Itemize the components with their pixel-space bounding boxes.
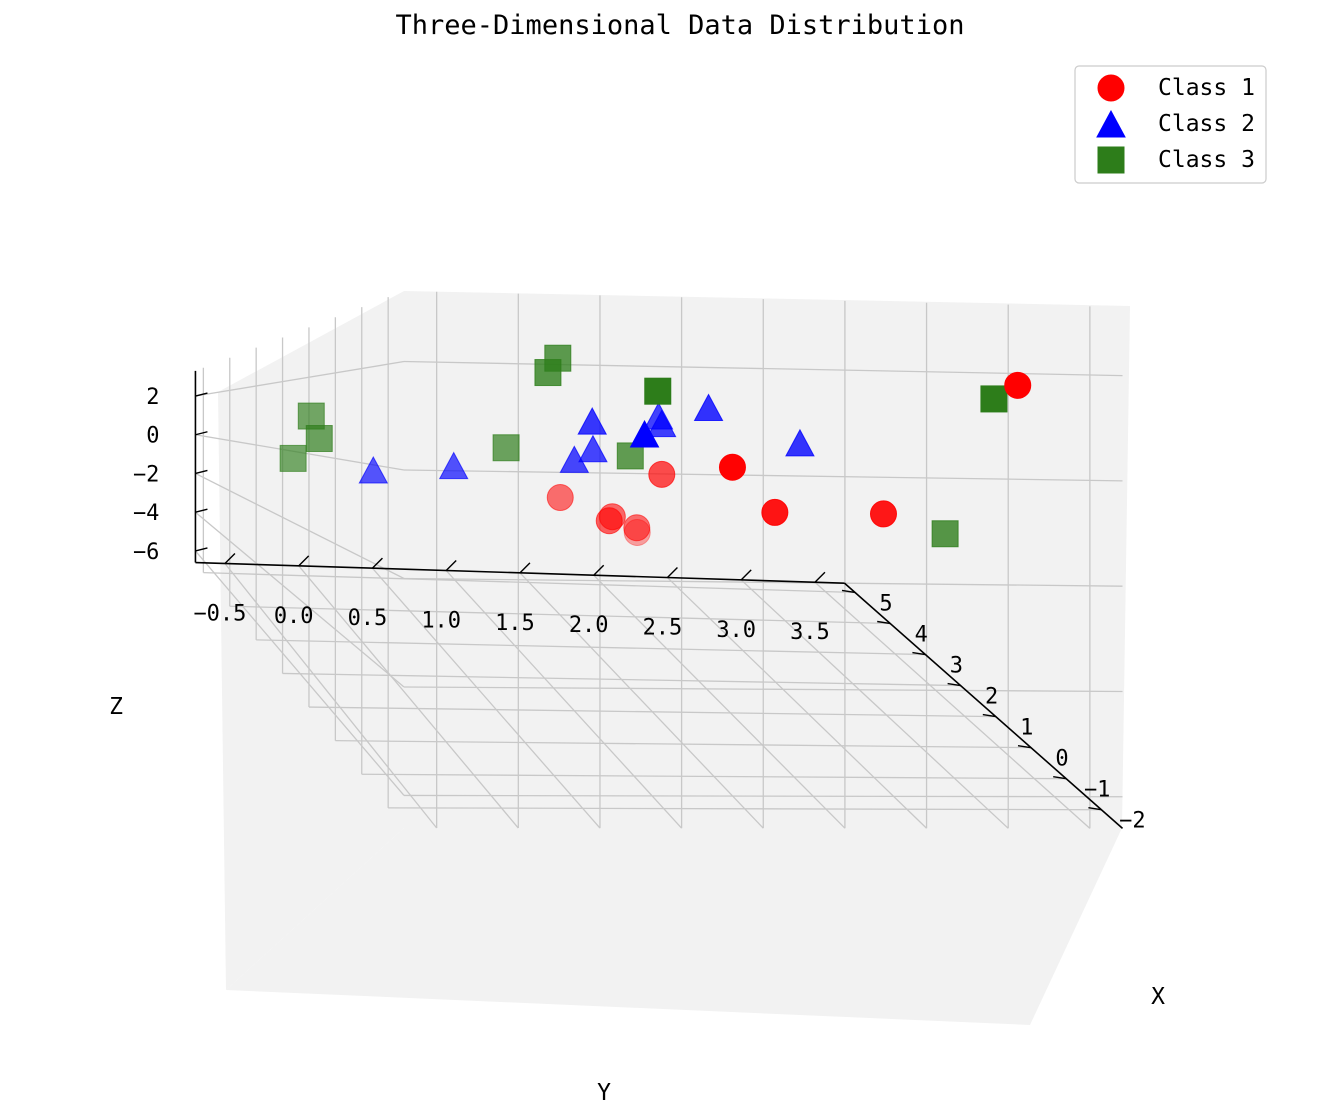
z-tick-label: −6 — [133, 540, 160, 565]
data-point-circle — [761, 498, 789, 526]
grid-line-floor-x — [335, 739, 1032, 749]
grid-line-floor-x — [361, 773, 1067, 780]
y-tick-mark — [814, 571, 826, 583]
y-tick-label: 1.0 — [421, 609, 461, 634]
legend-label: Class 1 — [1158, 75, 1255, 101]
z-tick-mark — [195, 392, 208, 397]
data-point-square — [644, 377, 672, 405]
y-tick-mark — [298, 555, 310, 567]
data-point-triangle — [629, 419, 660, 448]
legend-marker-triangle — [1096, 109, 1126, 138]
x-tick-mark — [912, 651, 926, 656]
data-point-triangle — [646, 409, 677, 438]
z-tick-label: 2 — [146, 385, 159, 410]
y-tick-label: 0.5 — [348, 606, 388, 631]
y-tick-mark — [519, 562, 531, 574]
data-point-triangle — [693, 393, 724, 422]
x-tick-label: 1 — [1020, 716, 1033, 741]
z-tick-label: −2 — [133, 462, 160, 487]
x-axis-line — [843, 582, 1124, 829]
grid-lines — [194, 291, 1123, 829]
data-point-circle — [546, 484, 574, 512]
grid-line-floor-x — [229, 605, 891, 625]
y-tick-label: 3.5 — [790, 620, 830, 645]
grid-line-back-z — [403, 360, 1123, 377]
y-axis-label: Y — [597, 1080, 611, 1106]
y-tick-mark — [224, 553, 236, 564]
x-axis-label: X — [1151, 984, 1165, 1010]
x-tick-label: 0 — [1055, 747, 1068, 772]
y-tick-mark — [445, 560, 457, 572]
data-point-square — [492, 434, 520, 462]
y-tick-mark — [593, 564, 605, 576]
y-tick-label: 2.0 — [569, 613, 609, 638]
data-point-circle — [595, 507, 623, 535]
data-point-square — [297, 402, 325, 430]
z-tick-mark — [195, 508, 208, 513]
grid-line-floor-x — [388, 807, 1102, 811]
x-tick-mark — [1017, 744, 1032, 749]
y-tick-mark — [371, 557, 383, 569]
x-tick-label: 5 — [879, 591, 892, 616]
data-point-square — [931, 520, 959, 548]
z-tick-label: 0 — [146, 424, 159, 449]
x-tick-mark — [947, 682, 961, 687]
x-tick-mark — [1088, 807, 1102, 811]
data-point-square — [305, 425, 333, 453]
x-tick-label: 3 — [950, 654, 963, 679]
y-tick-label: −0.5 — [193, 601, 246, 626]
z-tick-label: −4 — [133, 501, 160, 526]
y-tick-mark — [666, 567, 678, 579]
chart-title: Three-Dimensional Data Distribution — [396, 10, 965, 41]
data-point-circle — [623, 514, 651, 542]
y-tick-label: 3.0 — [716, 618, 756, 643]
tick-labels: 2 0 −2 −4 −6 −0.5 0.0 0.5 1.0 1.5 2.0 2.5 3.0 3.5 −2 −1… — [133, 385, 1146, 834]
data-point-circle — [648, 460, 676, 488]
z-tick-mark — [195, 547, 208, 552]
x-tick-label: 2 — [985, 685, 998, 710]
data-point-triangle — [438, 451, 469, 480]
data-point-triangle — [578, 434, 608, 463]
grid-line-floor-x — [282, 672, 961, 687]
data-point-circle — [869, 500, 897, 528]
data-point-triangle — [785, 428, 815, 457]
data-point-circle — [1004, 371, 1032, 399]
x-tick-mark — [1053, 775, 1067, 780]
legend: Class 1 Class 2 Class 3 — [1074, 65, 1267, 184]
data-point-triangle — [577, 407, 608, 435]
grid-line-floor-x — [203, 571, 856, 594]
x-tick-mark — [982, 713, 996, 718]
legend-marker-square — [1097, 146, 1125, 174]
legend-label: Class 2 — [1158, 111, 1255, 137]
x-tick-label: 4 — [915, 623, 928, 648]
grid-line-back-z — [403, 794, 1123, 798]
data-points — [279, 344, 1032, 548]
grid-line-floor-x — [256, 639, 926, 656]
y-tick-label: 1.5 — [495, 611, 535, 636]
x-tick-label: −1 — [1084, 778, 1111, 803]
x-tick-mark — [877, 620, 891, 625]
grid-line-back-z — [403, 577, 1123, 587]
z-tick-mark — [195, 469, 208, 475]
legend-marker-circle — [1097, 74, 1125, 102]
data-point-square — [279, 444, 307, 472]
grid-line-floor-x — [308, 706, 996, 718]
z-axis-label: Z — [109, 694, 123, 720]
pane-floor — [226, 828, 1122, 1025]
y-tick-label: 2.5 — [643, 616, 683, 641]
data-point-square — [980, 385, 1008, 413]
y-tick-label: 0.0 — [274, 604, 314, 629]
data-point-triangle — [358, 455, 389, 484]
grid-line-back-z — [403, 686, 1123, 693]
z-tick-mark — [195, 431, 208, 436]
data-point-circle — [718, 453, 746, 481]
x-tick-mark — [841, 589, 856, 594]
x-tick-label: −2 — [1119, 809, 1146, 834]
grid-line-back-z — [403, 469, 1123, 482]
legend-label: Class 3 — [1158, 147, 1255, 173]
data-point-square — [534, 359, 562, 387]
y-tick-mark — [740, 569, 752, 581]
